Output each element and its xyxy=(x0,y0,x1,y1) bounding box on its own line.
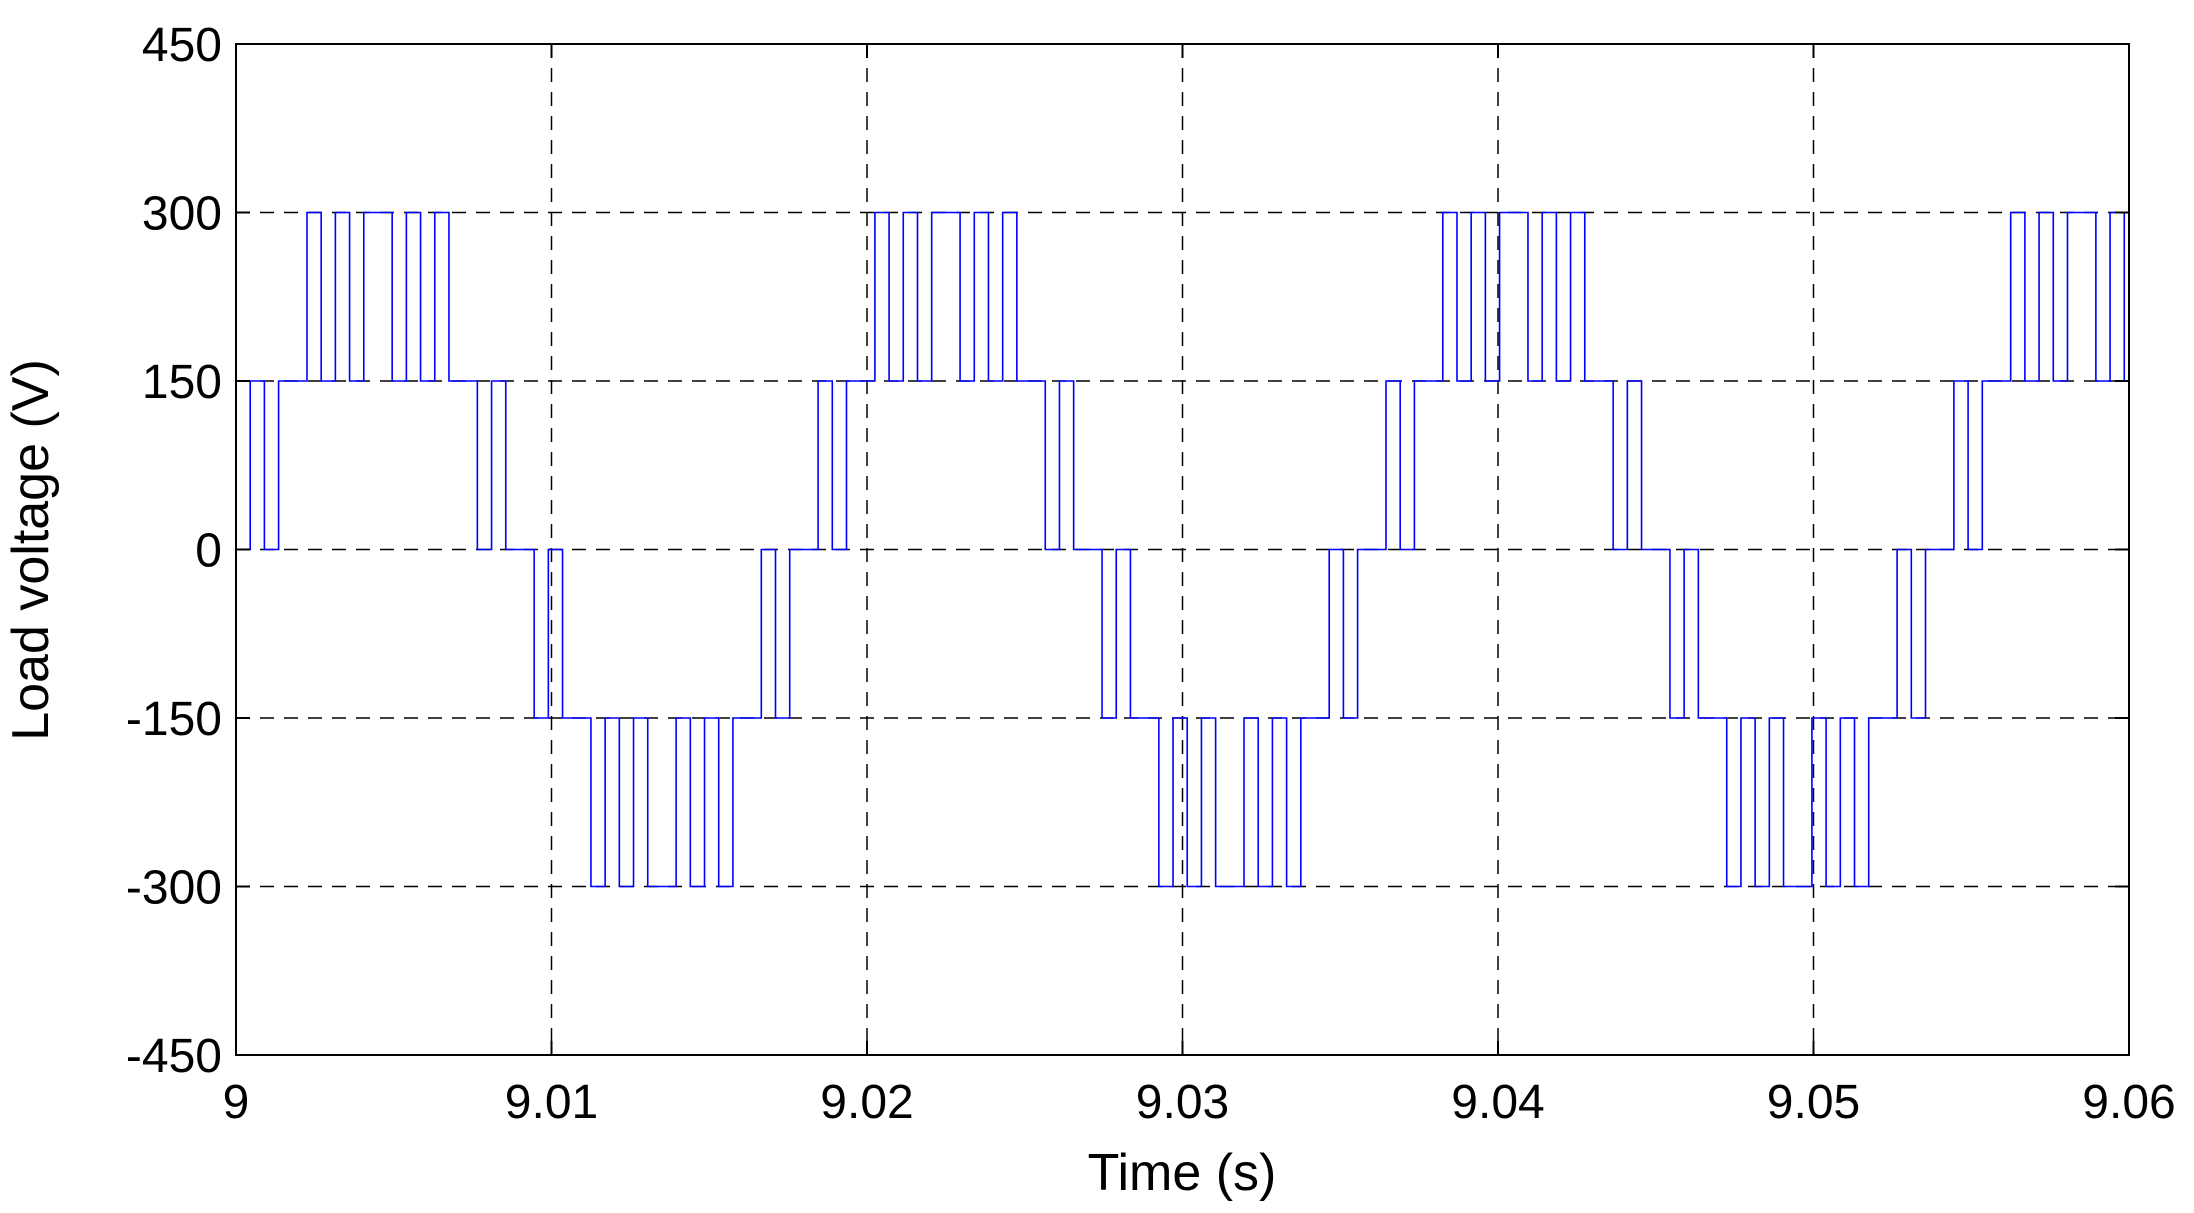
y-tick-label: 0 xyxy=(195,525,222,578)
y-tick-label: 300 xyxy=(142,188,222,241)
x-tick-label: 9.06 xyxy=(2082,1076,2175,1129)
load-voltage-line xyxy=(236,211,2129,888)
x-tick-label: 9.03 xyxy=(1136,1076,1229,1129)
y-tick-label: -450 xyxy=(126,1030,222,1083)
y-tick-label: 150 xyxy=(142,356,222,409)
x-tick-label: 9.05 xyxy=(1767,1076,1860,1129)
x-tick-label: 9.02 xyxy=(820,1076,913,1129)
y-tick-label: 450 xyxy=(142,19,222,72)
axis-ticks xyxy=(235,43,2130,1056)
x-tick-label: 9.04 xyxy=(1451,1076,1544,1129)
y-tick-label: -150 xyxy=(126,693,222,746)
x-axis-label: Time (s) xyxy=(1088,1144,1277,1202)
x-tick-label: 9.01 xyxy=(505,1076,598,1129)
y-axis-label: Load voltage (V) xyxy=(2,359,60,741)
waveform-series xyxy=(236,211,2129,888)
x-tick-label: 9 xyxy=(223,1076,250,1129)
grid-lines xyxy=(236,44,2129,1055)
x-tick-labels: 9 9.01 9.02 9.03 9.04 9.05 9.06 xyxy=(223,1076,2176,1129)
y-tick-label: -300 xyxy=(126,862,222,915)
y-tick-labels: 450 300 150 0 -150 -300 -450 xyxy=(126,19,222,1083)
